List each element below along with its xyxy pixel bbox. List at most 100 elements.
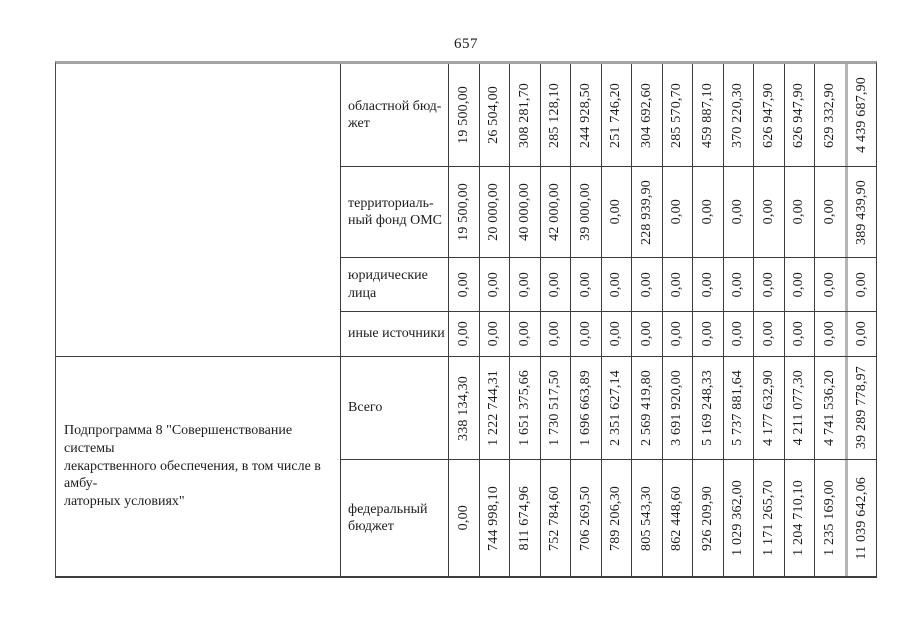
rotated-value: 0,00 [699,199,715,225]
rotated-value: 0,00 [608,271,624,298]
rotated-value: 1 235 169,00 [821,480,837,556]
value-cell: 789 206,30 [600,460,632,576]
funding-source-label: областной бюд- жет [348,98,442,131]
value-cell: 0,00 [570,312,601,356]
program-name-cell: Подпрограмма 8 "Совершенствование систем… [56,356,340,576]
rotated-value: 0,00 [486,321,502,347]
funding-source-label: Всего [348,400,383,416]
rotated-value: 0,00 [455,505,471,531]
value-cell: 251 746,20 [600,64,632,166]
value-cell: 1 204 710,10 [783,460,815,576]
rotated-value: 1 730 517,50 [547,370,563,446]
value-cell: 0,00 [722,312,754,356]
rotated-value: 338 134,30 [455,375,471,441]
value-cell: 304 692,60 [631,64,662,166]
value-cell: 0,00 [692,167,723,257]
rotated-value: 39 000,00 [577,183,593,241]
rotated-value: 20 000,00 [486,183,502,241]
rotated-value: 285 128,10 [547,82,563,148]
value-cell: 0,00 [509,258,540,311]
rotated-value: 4 439 687,90 [853,77,869,153]
rotated-value: 0,00 [455,271,471,298]
value-cell: 0,00 [509,312,540,356]
table-row: федеральный бюджет 0,00 744 998,10 811 674,… [341,459,876,576]
rotated-value: 285 570,70 [669,82,685,148]
rotated-value: 4 741 536,20 [821,370,837,446]
total-value-cell: 39 289 778,97 [844,357,877,459]
rotated-value: 626 947,90 [760,82,776,148]
rotated-value: 0,00 [516,271,532,298]
rotated-value: 42 000,00 [547,183,563,241]
rotated-value: 1 696 663,89 [577,370,593,446]
program-column: Подпрограмма 8 "Совершенствование систем… [56,64,340,576]
value-cell: 0,00 [722,258,754,311]
rotated-value: 40 000,00 [516,183,532,241]
value-cell: 459 887,10 [692,64,723,166]
rotated-value: 0,00 [730,321,746,347]
rotated-value: 0,00 [669,271,685,298]
value-cell: 0,00 [722,167,754,257]
rotated-value: 19 500,00 [455,86,471,144]
rotated-value: 0,00 [699,321,715,347]
value-cell: 0,00 [448,312,479,356]
rotated-value: 19 500,00 [455,183,471,241]
rotated-value: 251 746,20 [608,82,624,148]
value-cell: 244 928,50 [570,64,601,166]
value-cell: 0,00 [661,258,693,311]
rotated-value: 39 289 778,97 [853,366,869,450]
page-number: 657 [454,36,478,52]
rotated-value: 3 691 920,00 [669,370,685,446]
rotated-value: 1 171 265,70 [760,480,776,556]
value-cell: 805 543,30 [631,460,662,576]
rotated-value: 752 784,60 [547,485,563,551]
rotated-value: 370 220,30 [730,82,746,148]
value-cell: 1 730 517,50 [539,357,571,459]
value-cell: 0,00 [631,258,662,311]
value-cell: 1 171 265,70 [753,460,784,576]
value-cell: 1 651 375,66 [509,357,540,459]
value-cell: 0,00 [692,312,723,356]
value-cell: 744 998,10 [478,460,510,576]
rotated-value: 0,00 [638,271,654,298]
value-cell: 42 000,00 [539,167,571,257]
value-cell: 4 177 632,90 [753,357,784,459]
rotated-value: 1 029 362,00 [730,480,746,556]
rotated-value: 862 448,60 [669,485,685,551]
rotated-value: 805 543,30 [638,485,654,551]
value-cell: 39 000,00 [570,167,601,257]
value-cell: 285 570,70 [661,64,693,166]
rotated-value: 811 674,96 [516,485,532,551]
rotated-value: 0,00 [699,271,715,298]
funding-source-label: федеральный бюджет [348,501,428,534]
rotated-value: 0,00 [730,199,746,225]
value-cell: 338 134,30 [448,357,479,459]
value-cell: 0,00 [661,167,693,257]
rotated-value: 0,00 [760,199,776,225]
rotated-value: 789 206,30 [608,485,624,551]
rotated-value: 0,00 [669,321,685,347]
value-cell: 626 947,90 [783,64,815,166]
rotated-value: 228 939,90 [638,179,654,245]
rotated-value: 0,00 [669,199,685,225]
total-value-cell: 4 439 687,90 [844,64,877,166]
value-cell: 1 696 663,89 [570,357,601,459]
value-cell: 0,00 [570,258,601,311]
value-cell: 26 504,00 [478,64,510,166]
total-value-cell: 0,00 [844,258,877,311]
rotated-value: 629 332,90 [821,82,837,148]
value-cell: 0,00 [661,312,693,356]
rotated-value: 5 169 248,33 [699,370,715,446]
table-row: областной бюд- жет 19 500,00 26 504,00 308 … [341,64,876,166]
rotated-value: 0,00 [516,321,532,347]
value-cell: 0,00 [783,312,815,356]
total-value-cell: 389 439,90 [844,167,877,257]
value-cell: 285 128,10 [539,64,571,166]
value-cell: 19 500,00 [448,167,479,257]
value-cell: 0,00 [631,312,662,356]
continued-program-cell [56,64,340,356]
total-value-cell: 0,00 [844,312,877,356]
rotated-value: 0,00 [791,199,807,225]
value-cell: 0,00 [783,258,815,311]
rotated-value: 459 887,10 [699,82,715,148]
budget-table: Подпрограмма 8 "Совершенствование систем… [55,61,877,578]
